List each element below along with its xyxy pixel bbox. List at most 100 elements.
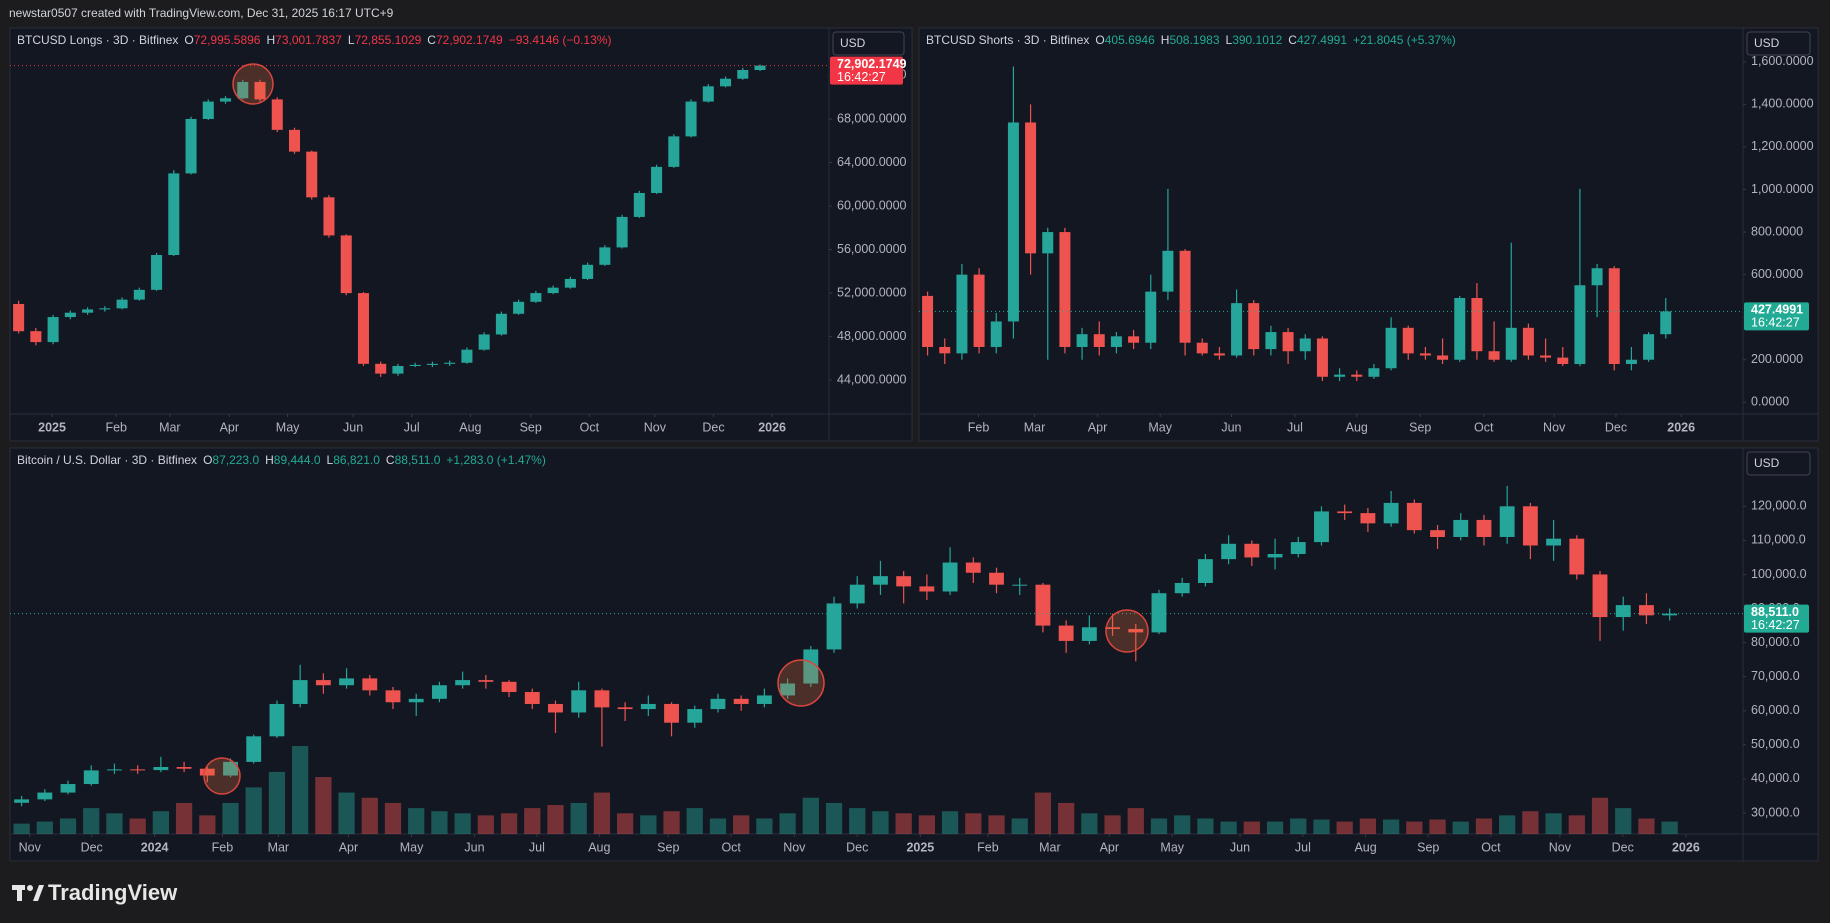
candle-body bbox=[1248, 303, 1260, 350]
candle-body bbox=[153, 767, 169, 771]
x-tick-label: Mar bbox=[1039, 840, 1061, 854]
candle-body bbox=[409, 364, 421, 367]
candle-body bbox=[1639, 605, 1654, 616]
candle-body bbox=[524, 692, 540, 704]
volume-bar bbox=[1058, 802, 1075, 834]
volume-bar bbox=[570, 802, 587, 834]
volume-bar bbox=[1359, 818, 1377, 834]
candle-body bbox=[640, 703, 656, 710]
candle-body bbox=[1368, 368, 1380, 377]
volume-bar bbox=[663, 811, 680, 834]
volume-bar bbox=[1406, 821, 1423, 834]
volume-bar bbox=[1290, 818, 1307, 834]
candle-body bbox=[973, 274, 985, 347]
volume-bar bbox=[1127, 808, 1144, 834]
y-tick-label: 1,600.0000 bbox=[1751, 54, 1814, 68]
candle-body bbox=[737, 70, 749, 79]
volume-bar bbox=[431, 811, 448, 834]
volume-bar bbox=[1336, 821, 1353, 834]
x-tick-label: Jun bbox=[1221, 420, 1241, 434]
candle-body bbox=[1244, 543, 1260, 558]
volume-bar bbox=[1266, 821, 1284, 834]
currency-button bbox=[1746, 451, 1811, 476]
volume-bar bbox=[222, 802, 239, 834]
volume-bar bbox=[802, 797, 819, 834]
candle-body bbox=[965, 562, 981, 573]
candle-body bbox=[1505, 327, 1517, 360]
candle-body bbox=[357, 293, 369, 364]
candle-body bbox=[375, 363, 387, 374]
candle-body bbox=[133, 289, 145, 300]
x-tick-label: Jul bbox=[1287, 420, 1303, 434]
volume-bar bbox=[1661, 821, 1678, 834]
candle-body bbox=[1197, 559, 1213, 583]
candle-body bbox=[30, 331, 42, 343]
legend-ohlc-label: L bbox=[327, 453, 334, 467]
candle-body bbox=[633, 192, 645, 217]
candle-body bbox=[1574, 285, 1586, 364]
candle-body bbox=[1145, 291, 1157, 343]
volume-bar bbox=[709, 818, 727, 834]
volume-bar bbox=[292, 746, 309, 834]
legend-ohlc-value: 508.1983 bbox=[1169, 33, 1219, 47]
candle-body bbox=[616, 216, 628, 248]
y-tick-label: 1,200.0000 bbox=[1751, 139, 1814, 153]
x-tick-label: Mar bbox=[268, 840, 290, 854]
last-price-label: 72,902.1749 bbox=[837, 57, 907, 71]
candle-body bbox=[185, 118, 197, 174]
candle-body bbox=[1025, 122, 1037, 254]
legend: Bitcoin / U.S. Dollar · 3D · Bitfinex O87… bbox=[17, 453, 546, 467]
candle-body bbox=[1012, 584, 1028, 586]
candle-body bbox=[1522, 327, 1534, 356]
candle-body bbox=[254, 81, 266, 100]
x-tick-label: May bbox=[400, 840, 424, 854]
volume-bar bbox=[779, 813, 796, 834]
x-tick-label: May bbox=[1148, 420, 1172, 434]
candle-body bbox=[220, 98, 232, 102]
candle-body bbox=[956, 274, 968, 354]
candle-body bbox=[1476, 519, 1492, 537]
legend-ohlc-value: 73,001.7837 bbox=[275, 33, 342, 47]
y-tick-label: 1,400.0000 bbox=[1751, 97, 1814, 111]
x-tick-label: Nov bbox=[19, 840, 42, 854]
x-tick-label: Jun bbox=[1230, 840, 1250, 854]
x-tick-label: Sep bbox=[1417, 840, 1439, 854]
candle-body bbox=[803, 649, 819, 684]
y-tick-label: 120,000.0 bbox=[1751, 499, 1807, 513]
x-tick-label: Oct bbox=[1481, 840, 1501, 854]
x-tick-label: Sep bbox=[657, 840, 679, 854]
countdown-label: 16:42:27 bbox=[1751, 618, 1800, 632]
volume-bar bbox=[1568, 815, 1585, 834]
y-tick-label: 1,000.0000 bbox=[1751, 182, 1814, 196]
candle-body bbox=[202, 101, 214, 119]
annotation-circle bbox=[777, 659, 825, 707]
legend-change: −93.4146 (−0.13%) bbox=[509, 33, 612, 47]
candle-body bbox=[1360, 513, 1376, 524]
candle-body bbox=[685, 101, 697, 137]
x-tick-label: Oct bbox=[580, 420, 600, 434]
candle-body bbox=[1499, 506, 1515, 537]
x-tick-label: 2024 bbox=[141, 840, 169, 854]
legend-ohlc-label: L bbox=[1226, 33, 1233, 47]
candle-body bbox=[582, 264, 594, 279]
x-tick-label: Mar bbox=[1024, 420, 1046, 434]
candle-body bbox=[1059, 232, 1071, 347]
y-tick-label: 60,000.0000 bbox=[837, 198, 907, 212]
panel-background bbox=[918, 27, 1819, 442]
candle-body bbox=[1569, 538, 1585, 575]
last-price-box bbox=[830, 56, 903, 85]
candle-body bbox=[1592, 574, 1608, 618]
legend-ohlc-label: O bbox=[1095, 33, 1104, 47]
candle-body bbox=[271, 99, 283, 130]
currency-button bbox=[1746, 31, 1811, 56]
y-tick-label: 30,000.0 bbox=[1751, 805, 1800, 819]
x-tick-label: Apr bbox=[1088, 420, 1107, 434]
candle-body bbox=[444, 362, 456, 364]
countdown-label: 16:42:27 bbox=[1751, 316, 1800, 330]
y-tick-label: 68,000.0000 bbox=[837, 111, 907, 125]
volume-bar bbox=[1081, 813, 1098, 834]
y-tick-label: 48,000.0000 bbox=[837, 329, 907, 343]
volume-bar bbox=[175, 802, 193, 834]
x-tick-label: Aug bbox=[588, 840, 610, 854]
